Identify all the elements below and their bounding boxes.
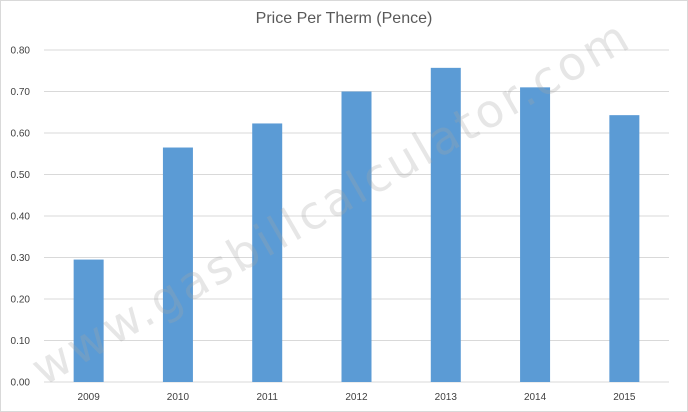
x-tick-label: 2012 [345,392,368,403]
y-tick-label: 0.40 [11,212,31,223]
bar-2013 [430,67,461,382]
y-axis-ticks: 0.00 0.10 0.20 0.30 0.40 0.50 0.60 0.70 0.80 [11,46,31,389]
x-tick-label: 2009 [78,392,101,403]
x-tick-label: 2011 [256,392,278,403]
bar-2015 [609,115,640,382]
y-tick-label: 0.30 [11,253,31,264]
y-tick-label: 0.50 [11,170,31,181]
bar-2009 [73,259,104,382]
x-tick-label: 2015 [613,392,636,403]
bar-2014 [520,87,551,382]
y-tick-label: 0.80 [11,46,31,57]
bar-2012 [341,91,372,382]
y-tick-label: 0.20 [11,295,31,306]
x-tick-label: 2014 [524,392,547,403]
y-tick-label: 0.60 [11,129,31,140]
bar-2011 [252,123,283,382]
bar-2010 [162,147,193,382]
bars [73,67,640,382]
y-tick-label: 0.70 [11,87,31,98]
x-tick-label: 2013 [435,392,458,403]
x-tick-label: 2010 [167,392,190,403]
chart-title: Price Per Therm (Pence) [255,10,433,27]
y-tick-label: 0.10 [11,336,31,347]
y-tick-label: 0.00 [11,378,31,389]
x-axis-ticks: 2009 2010 2011 2012 2013 2014 2015 [78,392,636,403]
